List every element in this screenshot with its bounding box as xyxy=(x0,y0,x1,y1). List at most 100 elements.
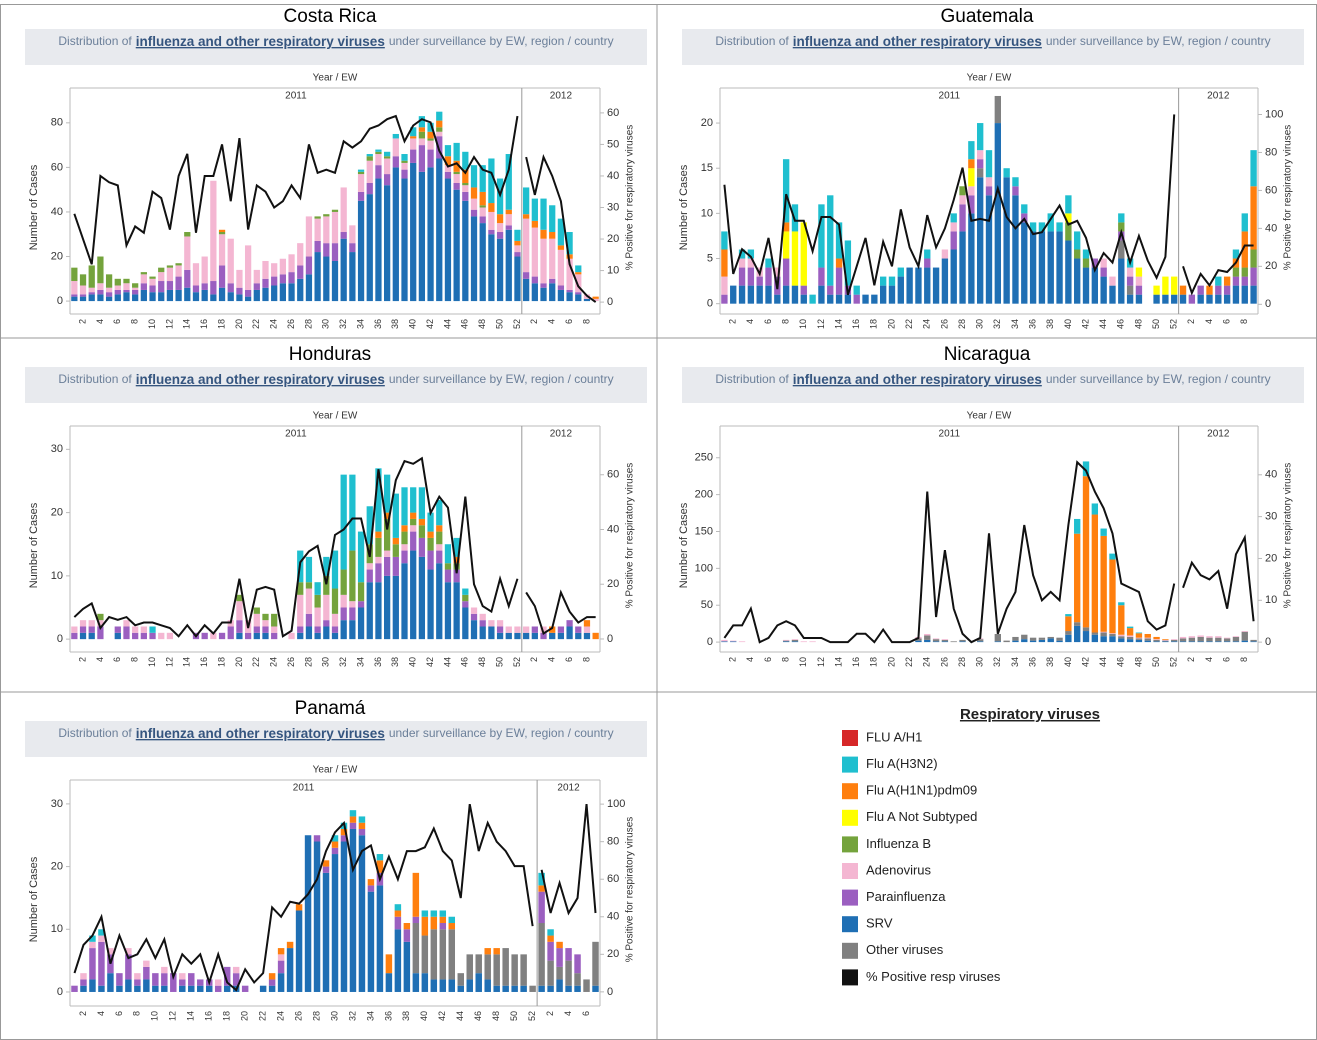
panel-header: Distribution of influenza and other respi… xyxy=(715,372,1270,387)
x-tick-label: 4 xyxy=(547,657,557,662)
y-tick-label: 80 xyxy=(51,117,63,129)
positive-line xyxy=(540,804,597,916)
bar-segment xyxy=(223,966,231,986)
x-tick-label: 52 xyxy=(1169,657,1179,667)
bar-segment xyxy=(392,167,399,302)
bar-segment xyxy=(1091,503,1099,515)
bar-segment xyxy=(565,985,572,992)
bar-segment xyxy=(484,954,491,980)
bar-segment xyxy=(529,985,536,992)
bar-segment xyxy=(394,916,402,930)
bar-segment xyxy=(236,269,243,288)
bar-segment xyxy=(1021,204,1028,214)
x-tick-label: 20 xyxy=(240,1011,250,1021)
bar-segment xyxy=(114,278,121,286)
bar-segment xyxy=(134,973,141,980)
bar-segment xyxy=(304,835,312,992)
x-tick-label: 22 xyxy=(251,657,261,667)
bar-segment xyxy=(140,274,147,284)
header-suffix: under surveillance by EW, region / count… xyxy=(1046,34,1271,48)
bar-segment xyxy=(1082,631,1090,643)
bar-segment xyxy=(557,626,565,633)
header-prefix: Distribution of xyxy=(715,34,789,48)
bar-segment xyxy=(502,948,509,986)
bar-segment xyxy=(1074,625,1081,643)
x-tick-label: 2 xyxy=(77,319,87,324)
bar-segment xyxy=(375,582,382,640)
bar-segment xyxy=(800,285,807,295)
bar-segment xyxy=(236,632,243,640)
frame xyxy=(0,4,1317,1040)
bar-segment xyxy=(462,185,469,192)
y2-tick-label: 50 xyxy=(607,138,619,150)
bar-segment xyxy=(1126,285,1134,295)
bar-segment xyxy=(1100,535,1107,632)
bar-segment xyxy=(1144,640,1151,643)
bar-segment xyxy=(1171,639,1178,642)
bar-segment xyxy=(116,985,123,992)
x-tick-label: 48 xyxy=(477,319,487,329)
bar-segment xyxy=(97,294,104,302)
bar-segment xyxy=(1232,636,1240,637)
year-label: 2012 xyxy=(550,429,573,440)
bar-segment xyxy=(79,274,87,286)
bar-segment xyxy=(950,222,957,232)
bar-segment xyxy=(493,954,500,986)
x-tick-label: 44 xyxy=(442,657,452,667)
bar-segment xyxy=(1100,636,1107,643)
x-tick-label: 4 xyxy=(1204,657,1214,662)
bar-segment xyxy=(271,626,278,633)
bar-segment xyxy=(79,632,87,640)
bar-segment xyxy=(89,935,96,942)
x-tick-label: 32 xyxy=(992,319,1002,329)
bar-segment xyxy=(71,626,78,633)
bar-segment xyxy=(392,133,399,139)
positive-line xyxy=(723,460,1176,644)
bar-segment xyxy=(297,594,304,627)
bar-segment xyxy=(924,267,931,304)
bar-segment xyxy=(1223,641,1231,643)
bar-segment xyxy=(574,985,581,992)
bar-segment xyxy=(470,613,478,621)
bar-segment xyxy=(297,265,304,279)
bar-segment xyxy=(575,272,582,275)
bar-segment xyxy=(218,234,226,266)
bar-segment xyxy=(1074,258,1081,304)
bar-segment xyxy=(331,841,339,848)
bar-segment xyxy=(592,985,599,992)
bar-segment xyxy=(357,191,365,201)
bar-segment xyxy=(392,575,399,640)
bar-segment xyxy=(496,214,504,224)
legend-title: Respiratory viruses xyxy=(960,706,1100,723)
bar-segment xyxy=(410,136,417,139)
x-tick-label: 24 xyxy=(922,657,932,667)
bar-segment xyxy=(123,289,130,293)
bar-segment xyxy=(184,232,191,237)
bar-segment xyxy=(340,569,347,595)
bar-segment xyxy=(418,131,426,139)
y2-tick-label: 10 xyxy=(1265,594,1277,606)
y2-tick-label: 60 xyxy=(607,469,619,481)
header-suffix: under surveillance by EW, region / count… xyxy=(389,726,614,740)
bar-segment xyxy=(897,276,904,304)
bar-segment xyxy=(297,626,304,633)
y2-axis-label: % Positive for respiratory viruses xyxy=(625,463,636,609)
legend-label: FLU A/H1 xyxy=(866,729,922,744)
bar-segment xyxy=(827,195,834,286)
bar-segment xyxy=(401,160,408,163)
bar-segment xyxy=(1135,267,1143,277)
x-tick-label: 38 xyxy=(390,657,400,667)
bar-segment xyxy=(1206,636,1213,638)
bar-segment xyxy=(349,822,357,829)
bar-segment xyxy=(1135,638,1143,640)
panel-header: Distribution of influenza and other respi… xyxy=(58,726,613,741)
bar-segment xyxy=(79,626,87,633)
bar-segment xyxy=(453,569,460,583)
bar-segment xyxy=(556,941,563,949)
bar-segment xyxy=(152,985,159,992)
chart-panel: Panamá Distribution of influenza and other… xyxy=(25,698,647,1021)
bar-segment xyxy=(385,973,393,992)
bar-segment xyxy=(1206,641,1213,643)
bar-segment xyxy=(340,607,347,621)
bar-segment xyxy=(566,292,573,302)
